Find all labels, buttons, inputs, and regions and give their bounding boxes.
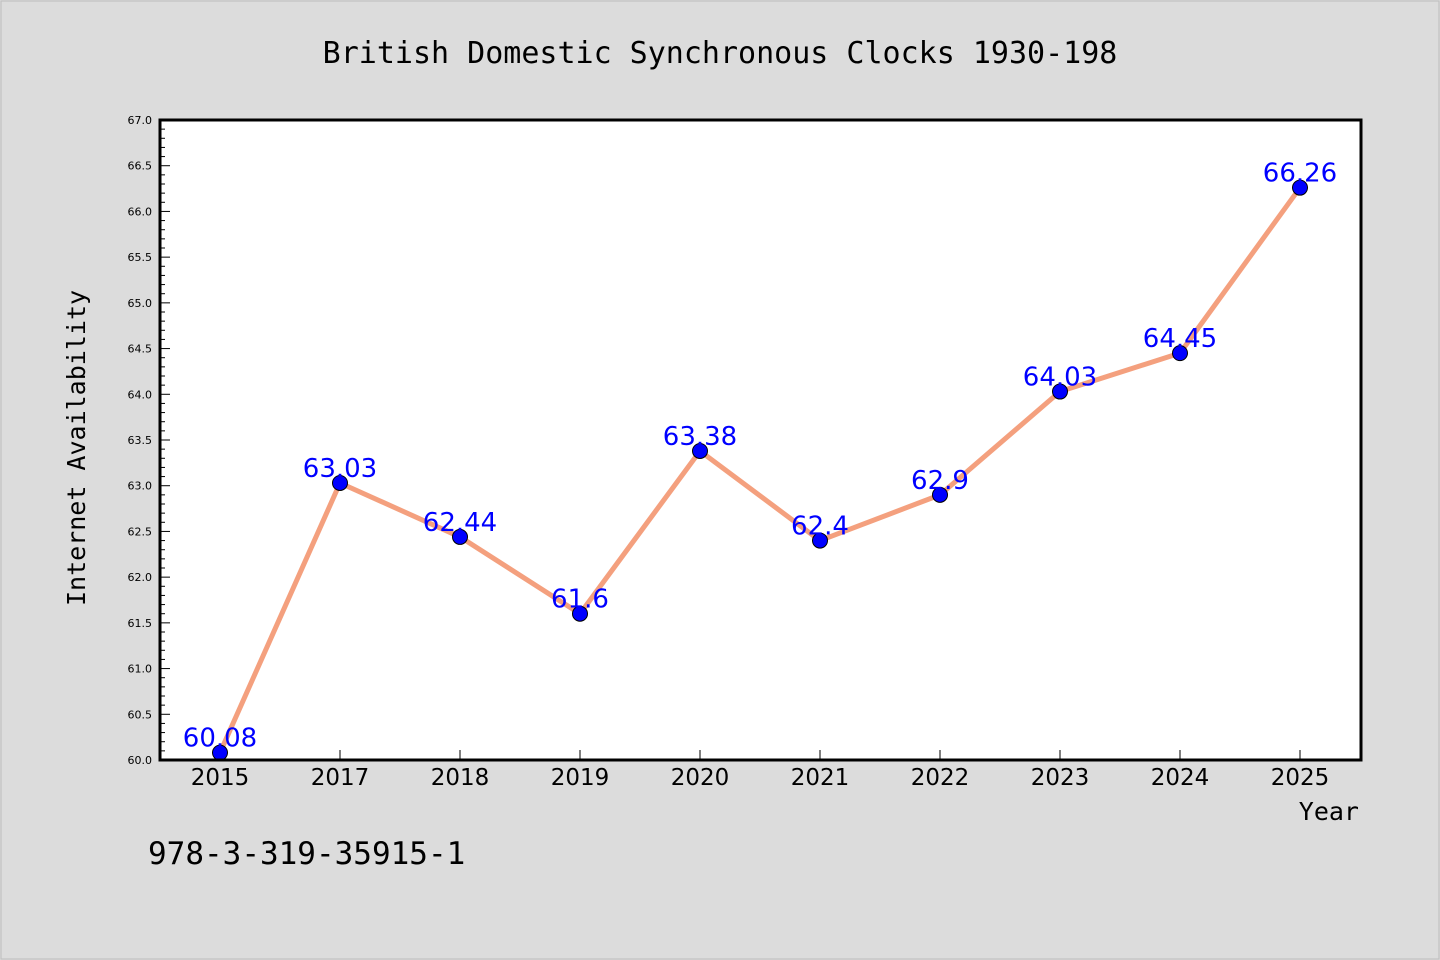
data-label: 62.9 — [911, 466, 969, 496]
x-tick-label: 2020 — [671, 765, 730, 791]
chart-title: British Domestic Synchronous Clocks 1930… — [323, 36, 1118, 71]
data-point — [812, 532, 828, 549]
x-tick-label: 2021 — [791, 765, 850, 791]
series-line — [217, 185, 1303, 756]
data-label: 64.45 — [1143, 324, 1217, 354]
y-tick-label: 64.5 — [128, 343, 153, 356]
data-label: 62.4 — [791, 512, 849, 542]
x-tick-label: 2015 — [191, 765, 250, 791]
isbn-text: 978-3-319-35915-1 — [148, 836, 465, 872]
plot-area — [160, 120, 1361, 760]
x-tick-label: 2024 — [1151, 765, 1210, 791]
data-point — [1052, 383, 1068, 400]
y-tick-label: 65.0 — [128, 297, 153, 310]
y-tick-label: 62.5 — [128, 525, 153, 538]
x-axis-label: Year — [1299, 797, 1359, 826]
data-label: 66.26 — [1263, 159, 1337, 189]
y-tick-label: 67.0 — [128, 114, 153, 127]
data-point — [692, 442, 708, 459]
x-tick-label: 2023 — [1031, 765, 1090, 791]
y-tick-label: 63.5 — [128, 434, 153, 447]
data-label: 63.03 — [303, 454, 377, 484]
y-axis-label: Internet Availability — [62, 290, 91, 606]
data-point — [1292, 179, 1308, 196]
y-tick-label: 64.0 — [128, 388, 153, 401]
data-point — [332, 474, 348, 491]
data-label: 61.6 — [551, 585, 609, 615]
x-tick-label: 2017 — [311, 765, 370, 791]
y-tick-label: 60.5 — [128, 708, 153, 721]
x-axis: 2015 2017 2018 2019 2020 2021 2022 2023 2024 2025 — [191, 750, 1330, 791]
x-tick-label: 2019 — [551, 765, 610, 791]
y-tick-label: 60.0 — [128, 754, 153, 767]
y-tick-label: 65.5 — [128, 251, 153, 264]
data-point — [572, 605, 588, 622]
x-tick-label: 2025 — [1271, 765, 1330, 791]
data-label: 63.38 — [663, 422, 737, 452]
data-point — [1172, 345, 1188, 362]
data-point — [932, 486, 948, 503]
data-label: 64.03 — [1023, 363, 1097, 393]
plot-frame — [158, 118, 1363, 762]
y-tick-label: 62.0 — [128, 571, 153, 584]
x-tick-label: 2022 — [911, 765, 970, 791]
data-label: 60.08 — [183, 724, 257, 754]
y-tick-label: 63.0 — [128, 480, 153, 493]
y-axis: 60.0 60.5 61.0 61.5 62.0 62.5 63.0 63.5 64.0 64.5… — [128, 114, 170, 767]
x-tick-label: 2018 — [431, 765, 490, 791]
data-label: 62.44 — [423, 508, 497, 538]
y-tick-label: 66.0 — [128, 205, 153, 218]
series-layer: 60.08 63.03 62.44 61.6 63.38 62.4 62.9 64.03 64.… — [183, 159, 1337, 761]
y-tick-label: 66.5 — [128, 160, 153, 173]
data-point — [452, 528, 468, 545]
y-tick-label: 61.0 — [128, 663, 153, 676]
y-tick-label: 61.5 — [128, 617, 153, 630]
